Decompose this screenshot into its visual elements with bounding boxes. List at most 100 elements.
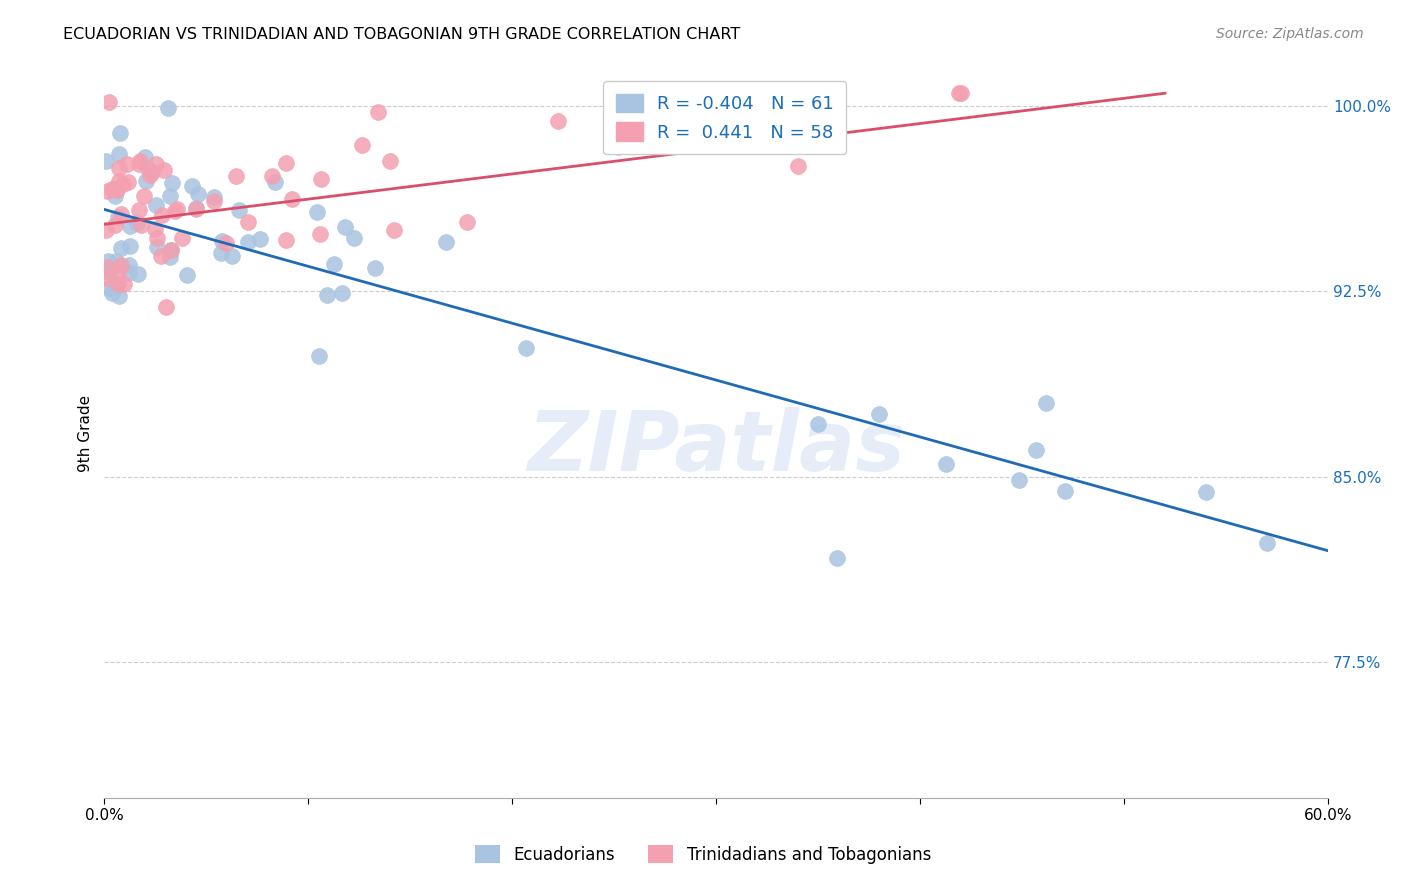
Point [98, 95, 121, 109]
Point [184, 201, 207, 215]
Text: ZIPatlas: ZIPatlas [527, 408, 905, 489]
Point [309, 227, 332, 241]
Point [323, 257, 346, 271]
Point [150, 249, 173, 263]
Point [96, 271, 118, 285]
Point [333, 220, 356, 235]
Point [159, 250, 181, 264]
Legend: Ecuadorians, Trinidadians and Tobagonians: Ecuadorians, Trinidadians and Tobagonian… [468, 838, 938, 871]
Point [105, 279, 128, 293]
Point [827, 551, 849, 566]
Point [107, 174, 129, 188]
Point [111, 178, 134, 192]
Point [187, 186, 209, 201]
Point [129, 153, 152, 168]
Point [308, 349, 330, 363]
Point [1053, 484, 1076, 499]
Point [1008, 474, 1031, 488]
Point [132, 188, 155, 202]
Point [117, 156, 139, 170]
Point [103, 181, 125, 195]
Point [157, 101, 180, 115]
Point [209, 246, 232, 260]
Point [186, 202, 208, 216]
Point [547, 113, 569, 128]
Point [225, 169, 247, 184]
Point [110, 126, 132, 140]
Point [110, 258, 132, 272]
Point [104, 218, 127, 232]
Point [309, 171, 332, 186]
Point [150, 208, 173, 222]
Point [202, 190, 225, 204]
Point [281, 192, 304, 206]
Point [316, 288, 339, 302]
Point [202, 194, 225, 208]
Point [276, 234, 298, 248]
Point [330, 285, 353, 300]
Point [170, 230, 193, 244]
Point [120, 219, 142, 234]
Point [145, 157, 167, 171]
Point [367, 105, 389, 120]
Point [260, 169, 283, 183]
Y-axis label: 9th Grade: 9th Grade [79, 395, 93, 472]
Point [1195, 485, 1218, 500]
Point [807, 417, 830, 432]
Point [146, 239, 169, 253]
Point [165, 204, 187, 219]
Point [112, 277, 135, 292]
Point [215, 235, 238, 250]
Point [274, 156, 297, 170]
Point [305, 205, 328, 219]
Point [127, 267, 149, 281]
Point [110, 207, 132, 221]
Point [141, 164, 163, 178]
Point [107, 210, 129, 224]
Point [107, 277, 129, 291]
Point [1025, 443, 1047, 458]
Point [236, 235, 259, 250]
Point [160, 176, 183, 190]
Point [166, 202, 188, 216]
Point [1035, 396, 1057, 410]
Point [98, 281, 121, 295]
Point [118, 266, 141, 280]
Point [110, 241, 132, 255]
Text: Source: ZipAtlas.com: Source: ZipAtlas.com [1216, 27, 1364, 41]
Point [107, 288, 129, 302]
Point [107, 183, 129, 197]
Point [97, 253, 120, 268]
Point [105, 253, 128, 268]
Point [380, 153, 402, 168]
Point [129, 219, 152, 233]
Point [343, 231, 366, 245]
Text: ECUADORIAN VS TRINIDADIAN AND TOBAGONIAN 9TH GRADE CORRELATION CHART: ECUADORIAN VS TRINIDADIAN AND TOBAGONIAN… [63, 27, 741, 42]
Point [159, 244, 181, 258]
Point [350, 138, 373, 153]
Point [786, 159, 808, 173]
Point [155, 300, 177, 314]
Point [249, 232, 271, 246]
Point [364, 260, 387, 275]
Point [96, 223, 118, 237]
Point [96, 260, 118, 274]
Point [117, 175, 139, 189]
Point [104, 189, 127, 203]
Point [153, 163, 176, 178]
Point [120, 239, 142, 253]
Point [264, 176, 287, 190]
Point [160, 243, 183, 257]
Point [128, 156, 150, 170]
Point [108, 161, 131, 176]
Point [181, 178, 204, 193]
Point [136, 161, 159, 176]
Point [456, 215, 478, 229]
Point [145, 198, 167, 212]
Point [236, 215, 259, 229]
Point [118, 258, 141, 272]
Point [1256, 535, 1278, 549]
Point [139, 168, 162, 182]
Point [101, 182, 124, 196]
Point [948, 87, 970, 101]
